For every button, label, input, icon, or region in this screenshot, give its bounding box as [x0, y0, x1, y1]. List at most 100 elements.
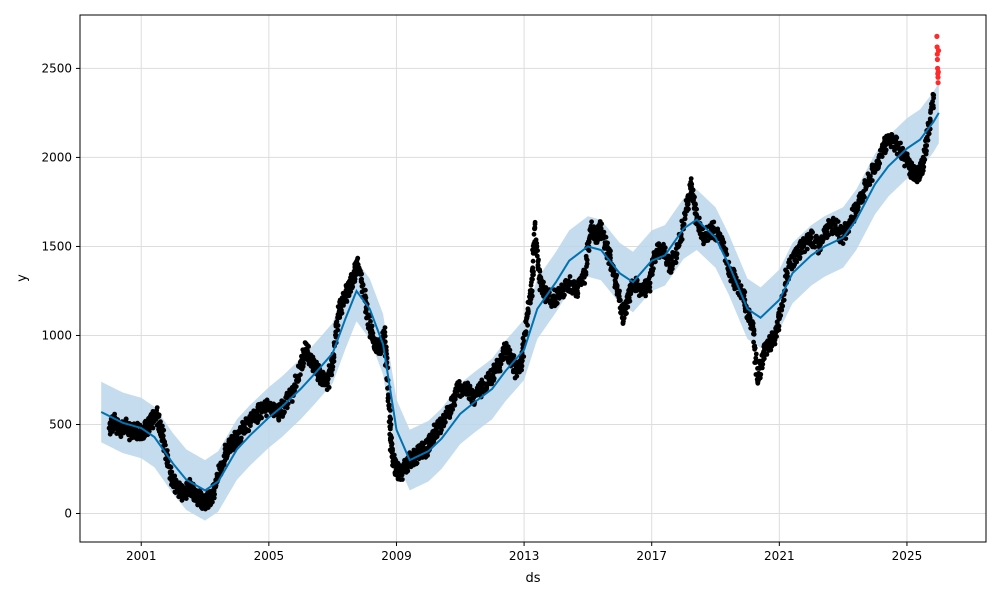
- observed-point: [586, 248, 592, 254]
- observed-point: [920, 171, 925, 176]
- observed-point: [808, 235, 814, 241]
- observed-point: [339, 307, 344, 313]
- observed-point: [530, 265, 536, 271]
- observed-point: [167, 464, 173, 469]
- observed-point: [433, 427, 439, 433]
- observed-point: [656, 241, 662, 247]
- observed-point: [649, 272, 655, 277]
- observed-point: [388, 416, 394, 422]
- observed-point: [924, 148, 929, 154]
- observed-point: [186, 484, 192, 490]
- outlier-point: [935, 69, 941, 75]
- observed-point: [439, 427, 444, 433]
- observed-point: [868, 173, 873, 179]
- x-tick-label: 2017: [636, 549, 667, 563]
- observed-point: [593, 235, 599, 241]
- observed-point: [325, 376, 331, 382]
- observed-point: [625, 304, 630, 310]
- observed-point: [197, 496, 203, 502]
- y-tick-label: 500: [49, 417, 72, 431]
- observed-point: [541, 279, 546, 285]
- observed-point: [264, 413, 269, 419]
- observed-point: [303, 347, 309, 353]
- observed-point: [414, 460, 420, 466]
- observed-point: [290, 389, 296, 395]
- y-axis-ticks: 0 500 1000 1500 2000 2500: [41, 61, 80, 521]
- observed-point: [149, 418, 155, 424]
- observed-point: [162, 439, 167, 445]
- observed-point: [924, 143, 929, 149]
- outlier-point: [934, 56, 941, 63]
- observed-point: [359, 271, 364, 277]
- observed-point: [766, 341, 772, 347]
- observed-point: [258, 415, 264, 420]
- observed-point: [618, 297, 623, 303]
- observed-point: [758, 372, 764, 377]
- observed-point: [832, 222, 838, 228]
- outlier-point: [934, 33, 940, 40]
- observed-point: [909, 169, 915, 175]
- observed-point: [810, 230, 815, 235]
- observed-point: [106, 425, 112, 431]
- x-tick-label: 2013: [509, 549, 540, 563]
- observed-point: [603, 234, 609, 240]
- observed-point: [246, 427, 251, 433]
- observed-point: [385, 395, 391, 401]
- observed-point: [389, 446, 395, 452]
- observed-point: [183, 496, 189, 501]
- observed-point: [776, 327, 782, 333]
- plot-frame: [79, 14, 987, 543]
- observed-point: [498, 361, 504, 367]
- observed-point: [776, 323, 782, 329]
- observed-point: [638, 288, 644, 294]
- y-tick-label: 1000: [41, 328, 72, 342]
- observed-point: [898, 140, 903, 146]
- observed-point: [202, 500, 208, 506]
- outlier-points: [934, 33, 942, 86]
- observed-point: [363, 287, 368, 293]
- observed-point: [574, 288, 580, 294]
- observed-point: [223, 448, 229, 454]
- observed-point: [900, 145, 906, 151]
- observed-point: [561, 292, 567, 298]
- observed-point: [776, 315, 782, 321]
- observed-point: [401, 466, 407, 472]
- observed-point: [667, 265, 673, 271]
- observed-point: [566, 279, 572, 285]
- observed-point: [659, 243, 665, 250]
- observed-point: [329, 372, 335, 378]
- observed-point: [927, 116, 933, 122]
- observed-point: [603, 243, 610, 250]
- x-tick-label: 2005: [254, 549, 285, 563]
- observed-point: [535, 248, 540, 254]
- observed-point: [530, 272, 535, 278]
- observed-point: [582, 281, 588, 286]
- observed-point: [861, 194, 866, 200]
- observed-point: [154, 411, 160, 417]
- observed-point: [643, 289, 649, 295]
- observed-point: [567, 274, 573, 279]
- observed-point: [584, 257, 590, 263]
- observed-point: [583, 253, 589, 259]
- observed-point: [554, 300, 560, 306]
- observed-point: [925, 137, 931, 143]
- observed-point: [682, 216, 688, 222]
- observed-point: [160, 423, 165, 429]
- observed-point: [467, 383, 473, 389]
- observed-point: [892, 148, 897, 153]
- observed-point: [688, 181, 695, 187]
- forecast-mean-line: [100, 112, 940, 492]
- observed-point: [692, 194, 697, 200]
- observed-point: [165, 459, 171, 465]
- observed-point: [158, 419, 163, 425]
- observed-point: [700, 226, 705, 232]
- observed-point: [355, 261, 361, 267]
- observed-point: [537, 279, 543, 285]
- observed-point: [558, 288, 564, 294]
- observed-point: [447, 407, 453, 413]
- observed-point: [628, 291, 634, 297]
- observed-point: [181, 491, 187, 497]
- observed-point: [634, 288, 640, 293]
- observed-point: [340, 297, 346, 303]
